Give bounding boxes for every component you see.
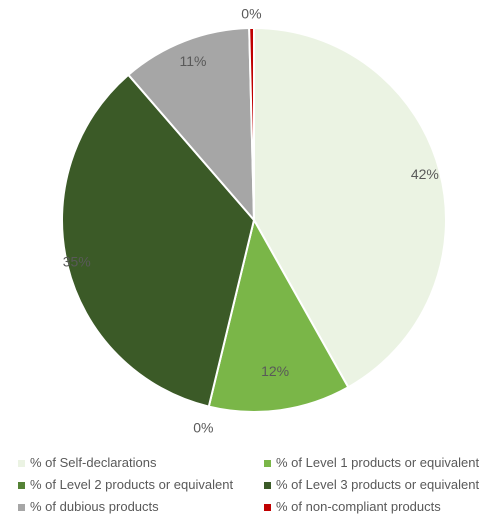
- legend-item-3: % of Level 3 products or equivalent: [264, 477, 502, 493]
- slice-label-3: 35%: [63, 254, 91, 270]
- legend-swatch-4: [18, 503, 25, 511]
- legend-swatch-1: [264, 459, 271, 467]
- pie-chart: 42% 12% 0% 35% 11% 0%: [61, 5, 447, 436]
- legend-item-2: % of Level 2 products or equivalent: [18, 477, 264, 493]
- slice-label-2: 0%: [193, 420, 213, 436]
- legend-label-1: % of Level 1 products or equivalent: [276, 455, 480, 470]
- legend-label-2: % of Level 2 products or equivalent: [30, 477, 234, 492]
- pie-slice-4: [126, 27, 256, 223]
- legend-label-5: % of non-compliant products: [276, 499, 441, 514]
- slice-label-4: 11%: [180, 53, 207, 69]
- slice-label-1: 12%: [261, 363, 289, 379]
- legend-item-0: % of Self-declarations: [18, 455, 264, 471]
- legend-swatch-3: [264, 481, 271, 489]
- pie-slice-5: [248, 26, 255, 221]
- legend-swatch-0: [18, 459, 25, 467]
- slice-label-0: 42%: [411, 166, 439, 182]
- legend-swatch-2: [18, 481, 25, 489]
- legend-swatch-5: [264, 503, 271, 511]
- legend-item-5: % of non-compliant products: [264, 499, 502, 515]
- chart-legend: % of Self-declarations % of Level 1 produ…: [18, 455, 502, 515]
- legend-label-4: % of dubious products: [30, 499, 159, 514]
- legend-item-1: % of Level 1 products or equivalent: [264, 455, 502, 471]
- legend-label-3: % of Level 3 products or equivalent: [276, 477, 480, 492]
- pie-slice-3: [61, 73, 256, 408]
- slice-label-5: 0%: [241, 5, 261, 21]
- pie-slice-0: [253, 26, 447, 389]
- legend-item-4: % of dubious products: [18, 499, 264, 515]
- legend-label-0: % of Self-declarations: [30, 455, 157, 470]
- pie-slice-1: [207, 217, 350, 413]
